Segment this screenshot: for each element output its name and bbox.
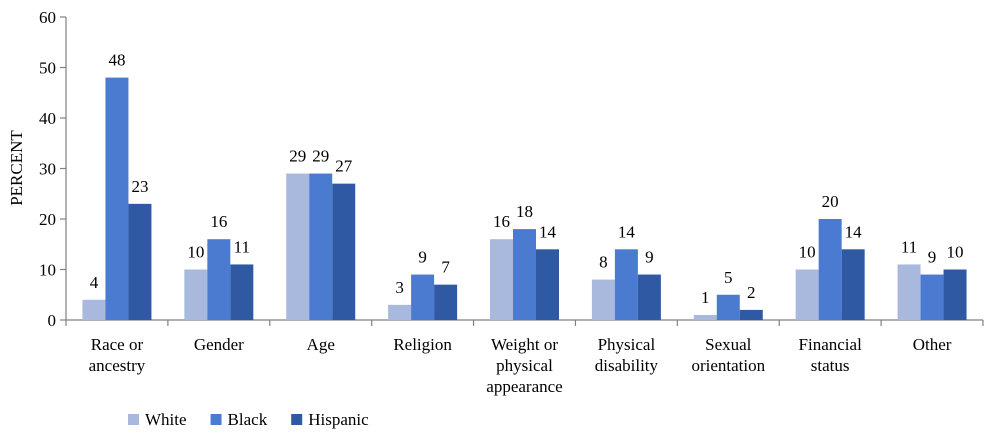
data-label: 18 bbox=[516, 202, 533, 221]
y-tick-label: 40 bbox=[39, 109, 56, 128]
bar-white bbox=[591, 279, 615, 320]
data-label: 9 bbox=[928, 248, 937, 267]
legend-swatch-hispanic bbox=[291, 414, 303, 425]
x-tick-label: Physical disability bbox=[595, 335, 659, 375]
y-tick-label: 20 bbox=[39, 210, 56, 229]
data-label: 9 bbox=[418, 248, 427, 267]
legend-label-hispanic: Hispanic bbox=[308, 410, 369, 429]
data-label: 9 bbox=[645, 248, 654, 267]
x-tick-label: Race or ancestry bbox=[89, 335, 146, 375]
y-tick-label: 50 bbox=[39, 59, 56, 78]
bar-black bbox=[309, 173, 333, 320]
x-tick-label: Religion bbox=[393, 335, 452, 354]
bar-black bbox=[818, 219, 842, 320]
bar-black bbox=[614, 249, 638, 320]
data-label: 2 bbox=[747, 283, 756, 302]
data-label: 27 bbox=[335, 157, 353, 176]
data-label: 14 bbox=[845, 222, 863, 241]
bar-hispanic bbox=[332, 183, 356, 320]
chart-axes: 0 10 20 30 40 50 60 Race or ancestry Gender Age Rel… bbox=[39, 8, 984, 396]
data-label: 7 bbox=[441, 258, 450, 277]
bar-white bbox=[795, 269, 819, 320]
bar-hispanic bbox=[128, 203, 152, 320]
bar-hispanic bbox=[739, 309, 763, 320]
bar-black bbox=[411, 274, 435, 320]
data-label: 14 bbox=[539, 222, 557, 241]
bar-black bbox=[920, 274, 944, 320]
data-label: 14 bbox=[618, 222, 636, 241]
x-tick-label: Other bbox=[913, 335, 952, 354]
data-label: 10 bbox=[799, 243, 816, 262]
data-label: 16 bbox=[210, 212, 227, 231]
chart-labels: 4 10 29 3 16 8 1 10 11 48 16 29 9 18 14 5 20 9 23 11 27 7 14 9 2… bbox=[90, 51, 964, 307]
data-label: 8 bbox=[599, 253, 608, 272]
x-tick-label: Weight or physical appearance bbox=[486, 335, 562, 396]
data-label: 10 bbox=[947, 243, 964, 262]
x-tick-label: Sexual orientation bbox=[691, 335, 765, 375]
x-tick-label: Financial status bbox=[799, 335, 863, 375]
y-tick-label: 10 bbox=[39, 261, 56, 280]
data-label: 23 bbox=[131, 177, 148, 196]
bar-white bbox=[184, 269, 208, 320]
data-label: 4 bbox=[90, 273, 99, 292]
x-tick-label: Age bbox=[307, 335, 335, 354]
chart-legend: White Black Hispanic bbox=[128, 410, 369, 429]
bar-black bbox=[513, 229, 536, 320]
bar-white bbox=[490, 239, 513, 320]
chart-bars bbox=[82, 77, 967, 320]
data-label: 29 bbox=[289, 147, 306, 166]
bar-hispanic bbox=[943, 269, 967, 320]
bar-white bbox=[897, 264, 921, 320]
bar-white bbox=[693, 314, 717, 320]
bar-hispanic bbox=[637, 274, 661, 320]
y-axis-title: PERCENT bbox=[7, 130, 26, 206]
y-tick-label: 0 bbox=[48, 311, 57, 330]
data-label: 1 bbox=[701, 288, 710, 307]
legend-swatch-black bbox=[210, 414, 222, 425]
bar-white bbox=[388, 304, 412, 320]
data-label: 16 bbox=[493, 212, 510, 231]
data-label: 11 bbox=[901, 237, 917, 256]
bar-hispanic bbox=[841, 249, 865, 320]
bar-hispanic bbox=[434, 284, 458, 320]
legend-label-white: White bbox=[145, 410, 187, 429]
data-label: 11 bbox=[234, 237, 250, 256]
bar-black bbox=[105, 77, 129, 320]
data-label: 10 bbox=[187, 243, 204, 262]
legend-label-black: Black bbox=[228, 410, 268, 429]
data-label: 48 bbox=[108, 51, 125, 70]
data-label: 5 bbox=[724, 268, 733, 287]
bar-white bbox=[286, 173, 310, 320]
bar-white bbox=[82, 299, 106, 320]
bar-hispanic bbox=[230, 264, 254, 320]
data-label: 29 bbox=[312, 147, 329, 166]
y-tick-label: 30 bbox=[39, 160, 56, 179]
bar-black bbox=[716, 294, 740, 320]
legend-swatch-white bbox=[128, 414, 139, 425]
bar-black bbox=[207, 239, 231, 320]
data-label: 3 bbox=[395, 278, 404, 297]
data-label: 20 bbox=[822, 192, 839, 211]
y-tick-label: 60 bbox=[39, 8, 56, 27]
bar-hispanic bbox=[536, 249, 559, 320]
x-tick-label: Gender bbox=[194, 335, 244, 354]
